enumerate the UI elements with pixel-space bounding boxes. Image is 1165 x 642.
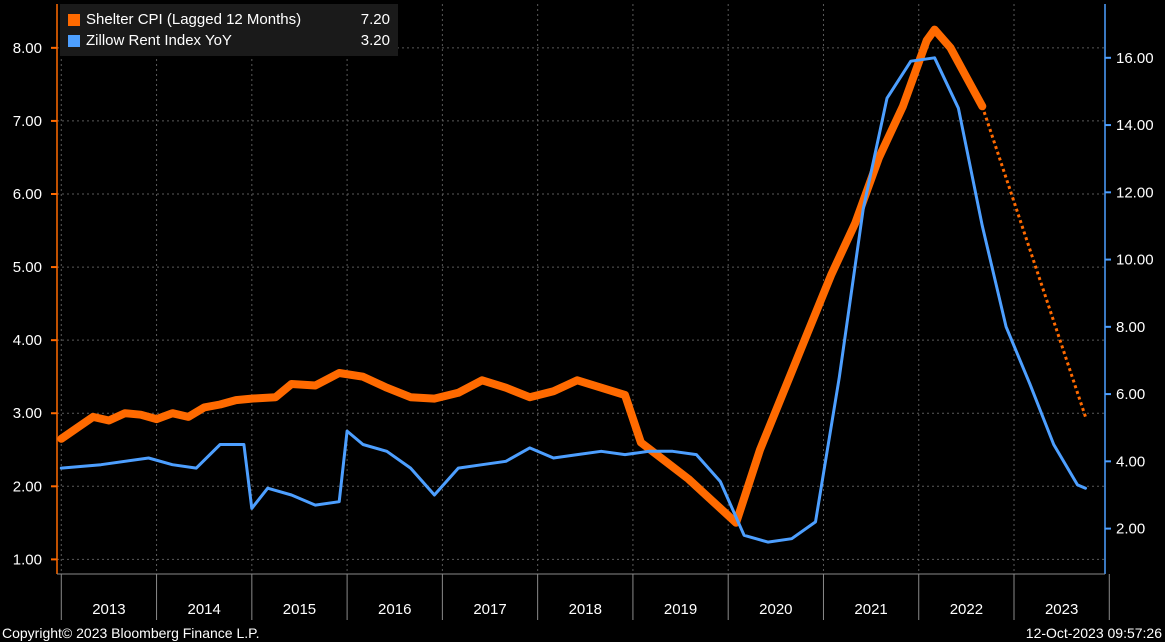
y-right-tick-label-5: 12.00	[1116, 184, 1154, 201]
x-tick-label-2020: 2020	[759, 601, 792, 618]
x-tick-label-2019: 2019	[664, 601, 697, 618]
series-projection-shelter-cpi	[980, 105, 1087, 418]
legend-label-zillow-rent: Zillow Rent Index YoY	[86, 32, 232, 49]
y-left-tick-label-5: 6.00	[13, 186, 42, 203]
y-left-tick-label-2: 3.00	[13, 405, 42, 422]
y-left-tick-label-6: 7.00	[13, 113, 42, 130]
y-right-tick-label-6: 14.00	[1116, 117, 1154, 134]
y-right-tick-label-0: 2.00	[1116, 521, 1145, 538]
x-tick-label-2013: 2013	[92, 601, 125, 618]
x-tick-label-2014: 2014	[188, 601, 221, 618]
y-left-tick-label-7: 8.00	[13, 40, 42, 57]
legend-value-zillow-rent: 3.20	[360, 32, 390, 49]
legend-swatch-shelter-cpi	[68, 14, 80, 26]
series-line-shelter-cpi	[57, 25, 987, 527]
y-right-tick-label-4: 10.00	[1116, 252, 1154, 269]
x-tick-label-2021: 2021	[854, 601, 887, 618]
chart-legend: Shelter CPI (Lagged 12 Months) 7.20 Zill…	[60, 4, 398, 56]
legend-swatch-zillow-rent	[68, 35, 80, 47]
series-line-zillow-rent	[59, 56, 1087, 544]
copyright-text: Copyright© 2023 Bloomberg Finance L.P.	[2, 625, 260, 641]
x-tick-label-2016: 2016	[378, 601, 411, 618]
y-right-tick-label-2: 6.00	[1116, 386, 1145, 403]
y-left-tick-label-3: 4.00	[13, 332, 42, 349]
y-right-tick-label-3: 8.00	[1116, 319, 1145, 336]
x-tick-label-2022: 2022	[950, 601, 983, 618]
timestamp-text: 12-Oct-2023 09:57:26	[1025, 625, 1162, 641]
x-tick-label-2018: 2018	[569, 601, 602, 618]
x-tick-label-2023: 2023	[1045, 601, 1078, 618]
legend-item-shelter-cpi: Shelter CPI (Lagged 12 Months) 7.20	[68, 10, 394, 30]
x-tick-label-2017: 2017	[473, 601, 506, 618]
legend-label-shelter-cpi: Shelter CPI (Lagged 12 Months)	[86, 11, 302, 28]
y-left-tick-label-1: 2.00	[13, 478, 42, 495]
y-left-tick-label-0: 1.00	[13, 551, 42, 568]
y-left-tick-label-4: 5.00	[13, 259, 42, 276]
x-tick-label-2015: 2015	[283, 601, 316, 618]
y-right-tick-label-7: 16.00	[1116, 50, 1154, 67]
y-right-tick-label-1: 4.00	[1116, 453, 1145, 470]
legend-item-zillow-rent: Zillow Rent Index YoY 3.20	[68, 31, 394, 51]
legend-value-shelter-cpi: 7.20	[360, 11, 390, 28]
